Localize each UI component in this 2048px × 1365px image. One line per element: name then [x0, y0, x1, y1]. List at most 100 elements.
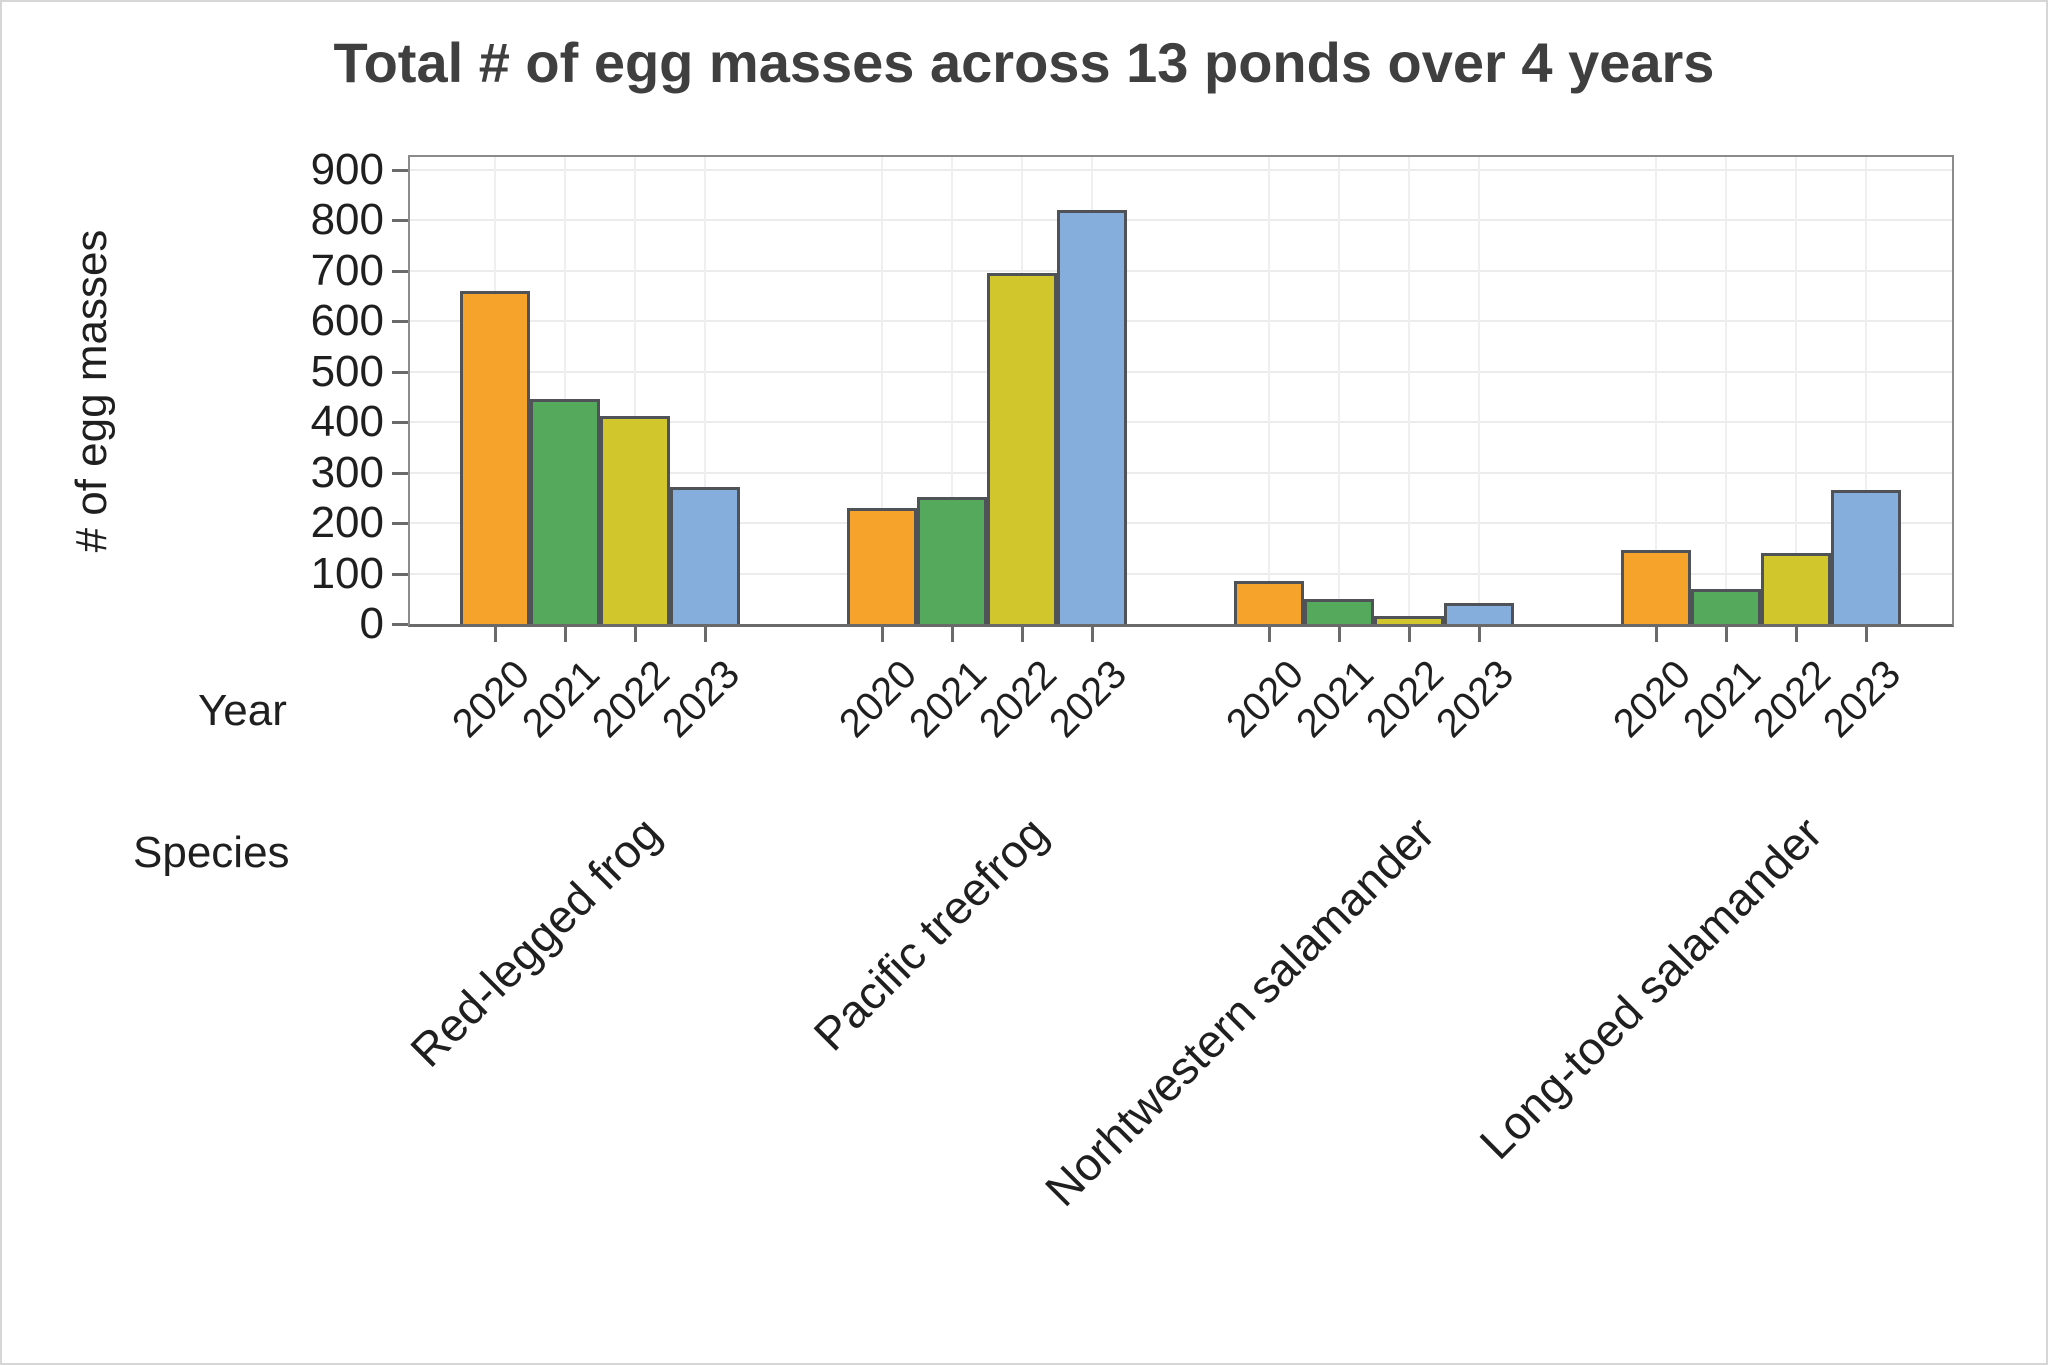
- chart-title: Total # of egg masses across 13 ponds ov…: [333, 31, 1715, 94]
- x-tick-mark: [493, 627, 497, 642]
- bar-red-legged-frog-2023: [670, 486, 740, 624]
- plot-area: [408, 155, 1954, 627]
- year-tick-label-norhtwestern-salamander-2023: 2023: [1428, 652, 1523, 747]
- x-tick-mark: [1864, 627, 1868, 642]
- y-tick-mark-900: [392, 168, 408, 172]
- gridline-v: [951, 157, 953, 624]
- bar-pacific-treefrog-2021: [917, 496, 987, 624]
- year-tick-label-red-legged-frog-2021: 2021: [514, 652, 609, 747]
- bar-long-toed-salamander-2023: [1831, 490, 1901, 624]
- species-label-pacific-treefrog: Pacific treefrog: [803, 806, 1058, 1061]
- y-tick-mark-600: [392, 320, 408, 324]
- x-tick-mark: [633, 627, 637, 642]
- bar-pacific-treefrog-2022: [987, 273, 1057, 624]
- bar-norhtwestern-salamander-2021: [1304, 598, 1374, 624]
- gridline-h-900: [410, 168, 1952, 171]
- year-tick-label-norhtwestern-salamander-2022: 2022: [1358, 652, 1453, 747]
- year-tick-label-pacific-treefrog-2022: 2022: [971, 652, 1066, 747]
- gridline-v: [1795, 157, 1797, 624]
- y-axis-title: # of egg masses: [67, 229, 116, 553]
- x-tick-mark: [1090, 627, 1094, 642]
- x-tick-mark: [703, 627, 707, 642]
- gridline-h-600: [410, 320, 1952, 323]
- gridline-v: [704, 157, 706, 624]
- species-label-long-toed-salamander: Long-toed salamander: [1469, 806, 1832, 1169]
- x-tick-mark: [1020, 627, 1024, 642]
- y-tick-mark-300: [392, 471, 408, 475]
- bar-red-legged-frog-2021: [530, 399, 600, 624]
- x-tick-mark: [563, 627, 567, 642]
- gridline-h-300: [410, 471, 1952, 474]
- bar-norhtwestern-salamander-2020: [1234, 581, 1304, 624]
- year-tick-label-long-toed-salamander-2021: 2021: [1675, 652, 1770, 747]
- year-tick-label-long-toed-salamander-2023: 2023: [1815, 652, 1910, 747]
- bar-red-legged-frog-2022: [600, 415, 670, 624]
- gridline-h-500: [410, 370, 1952, 373]
- y-tick-label-800: 800: [310, 195, 384, 245]
- gridline-h-100: [410, 572, 1952, 575]
- y-tick-label-700: 700: [310, 245, 384, 295]
- x-tick-mark: [1477, 627, 1481, 642]
- x-tick-mark: [1654, 627, 1658, 642]
- gridline-v: [1865, 157, 1867, 624]
- x-tick-mark: [1407, 627, 1411, 642]
- gridline-h-400: [410, 421, 1952, 424]
- bar-pacific-treefrog-2023: [1057, 210, 1127, 624]
- y-tick-label-900: 900: [310, 144, 384, 194]
- bar-red-legged-frog-2020: [460, 290, 530, 624]
- bar-norhtwestern-salamander-2023: [1444, 602, 1514, 624]
- year-tick-label-long-toed-salamander-2022: 2022: [1745, 652, 1840, 747]
- gridline-v: [1655, 157, 1657, 624]
- y-tick-label-300: 300: [310, 447, 384, 497]
- x-tick-mark: [950, 627, 954, 642]
- y-tick-mark-800: [392, 219, 408, 223]
- year-tick-label-pacific-treefrog-2021: 2021: [901, 652, 996, 747]
- gridline-v: [1338, 157, 1340, 624]
- x-tick-mark: [1794, 627, 1798, 642]
- gridline-h-700: [410, 269, 1952, 272]
- y-tick-label-100: 100: [310, 548, 384, 598]
- x-tick-mark: [880, 627, 884, 642]
- y-tick-label-400: 400: [310, 397, 384, 447]
- year-tick-label-pacific-treefrog-2023: 2023: [1041, 652, 1136, 747]
- year-tick-label-red-legged-frog-2020: 2020: [444, 652, 539, 747]
- y-tick-mark-100: [392, 572, 408, 576]
- y-tick-mark-400: [392, 421, 408, 425]
- x-tick-mark: [1724, 627, 1728, 642]
- y-tick-mark-0: [392, 623, 408, 626]
- gridline-h-200: [410, 522, 1952, 525]
- y-tick-mark-700: [392, 269, 408, 273]
- y-tick-label-200: 200: [310, 498, 384, 548]
- gridline-v: [1408, 157, 1410, 624]
- x-axis-year-row-label: Year: [198, 686, 287, 735]
- species-label-red-legged-frog: Red-legged frog: [400, 806, 671, 1077]
- year-tick-label-long-toed-salamander-2020: 2020: [1605, 652, 1700, 747]
- gridline-v: [881, 157, 883, 624]
- gridline-v: [634, 157, 636, 624]
- y-tick-mark-500: [392, 370, 408, 374]
- x-axis-species-row-label: Species: [133, 828, 290, 877]
- x-tick-mark: [1267, 627, 1271, 642]
- y-tick-label-0: 0: [359, 599, 384, 648]
- year-tick-label-red-legged-frog-2022: 2022: [584, 652, 679, 747]
- gridline-v: [564, 157, 566, 624]
- year-tick-label-pacific-treefrog-2020: 2020: [831, 652, 926, 747]
- gridline-h-800: [410, 219, 1952, 222]
- x-tick-mark: [1337, 627, 1341, 642]
- year-tick-label-red-legged-frog-2023: 2023: [654, 652, 749, 747]
- bar-pacific-treefrog-2020: [847, 507, 917, 624]
- gridline-v: [1478, 157, 1480, 624]
- y-tick-label-500: 500: [310, 346, 384, 396]
- bar-norhtwestern-salamander-2022: [1374, 616, 1444, 624]
- bar-long-toed-salamander-2022: [1761, 553, 1831, 624]
- gridline-v: [1725, 157, 1727, 624]
- gridline-v: [1268, 157, 1270, 624]
- year-tick-label-norhtwestern-salamander-2020: 2020: [1218, 652, 1313, 747]
- y-tick-label-600: 600: [310, 296, 384, 346]
- bar-long-toed-salamander-2021: [1691, 588, 1761, 624]
- species-label-norhtwestern-salamander: Norhtwestern salamander: [1035, 806, 1445, 1216]
- year-tick-label-norhtwestern-salamander-2021: 2021: [1288, 652, 1383, 747]
- y-tick-mark-200: [392, 522, 408, 526]
- bar-long-toed-salamander-2020: [1621, 549, 1691, 624]
